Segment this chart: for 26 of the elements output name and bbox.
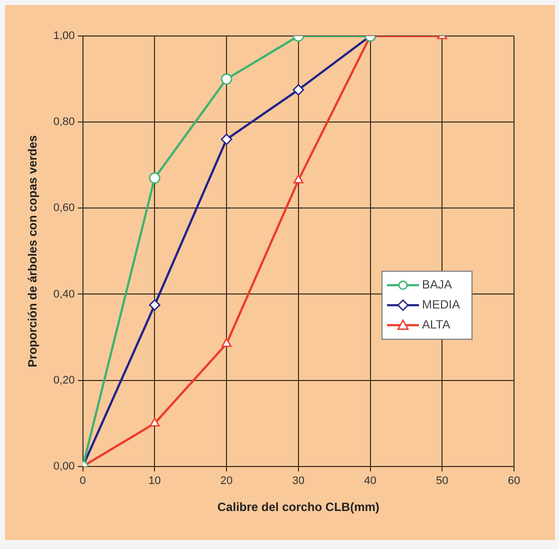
y-axis-title: Proporción de árboles con copas verdes bbox=[26, 134, 40, 368]
point bbox=[293, 174, 304, 184]
point bbox=[149, 172, 160, 184]
legend-label: BAJA bbox=[422, 278, 452, 292]
x-tick-label: 20 bbox=[220, 475, 233, 488]
y-tick-label: 0,40 bbox=[53, 288, 75, 300]
x-tick-label: 50 bbox=[436, 475, 448, 488]
legend-label: ALTA bbox=[422, 318, 450, 332]
x-tick-label: 10 bbox=[148, 475, 161, 488]
point bbox=[220, 73, 232, 85]
point bbox=[222, 338, 232, 347]
legend-label: MEDIA bbox=[422, 298, 460, 312]
point bbox=[150, 418, 160, 427]
y-tick-label: 0,20 bbox=[53, 374, 75, 386]
x-tick-label: 40 bbox=[364, 475, 376, 488]
point bbox=[292, 84, 304, 96]
x-tick-label: 0 bbox=[80, 475, 86, 488]
y-tick-label: 0,60 bbox=[53, 202, 75, 214]
x-tick-label: 60 bbox=[508, 475, 520, 488]
y-tick-label: 0,00 bbox=[53, 460, 75, 472]
x-tick-label: 30 bbox=[292, 475, 305, 488]
point bbox=[220, 134, 232, 145]
point bbox=[149, 299, 160, 311]
y-tick-label: 0,80 bbox=[53, 116, 75, 128]
x-axis-title: Calibre del corcho CLB(mm) bbox=[217, 500, 380, 514]
y-tick-label: 1,00 bbox=[53, 30, 75, 42]
